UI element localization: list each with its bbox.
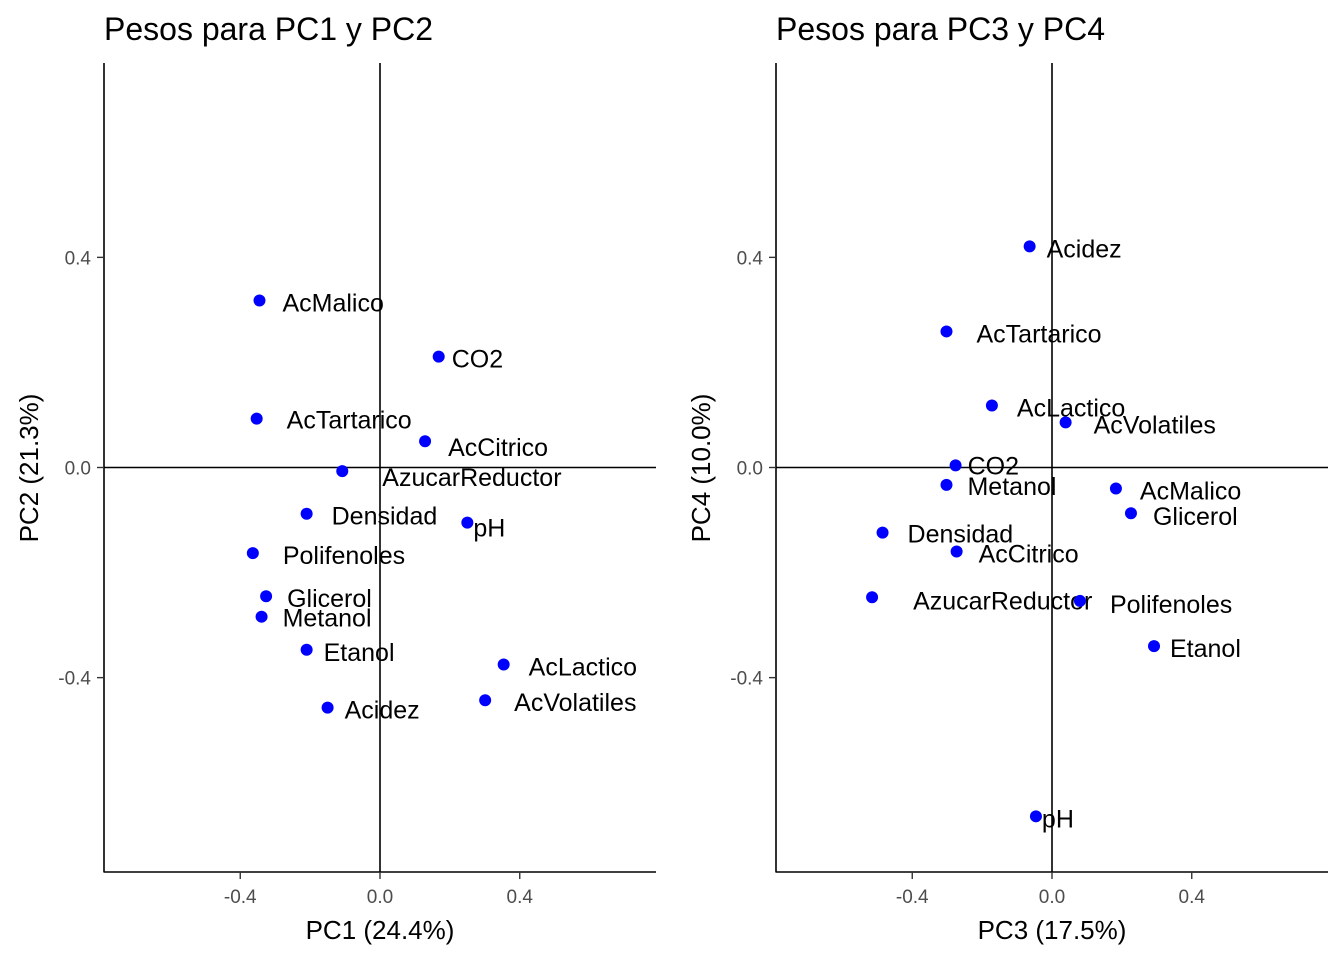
data-point	[419, 435, 432, 448]
data-point	[876, 526, 889, 539]
y-tick-label: 0.4	[65, 248, 92, 269]
data-point	[253, 294, 266, 307]
data-point	[1059, 416, 1072, 429]
point-label: AzucarReductor	[382, 464, 561, 492]
data-point	[300, 643, 313, 656]
y-tick-label: 0.0	[737, 459, 763, 480]
data-point	[950, 545, 963, 558]
data-point	[250, 412, 263, 425]
data-point	[336, 465, 349, 478]
point-label: AcCitrico	[448, 434, 548, 462]
data-point	[985, 399, 998, 412]
point-label: AcVolatiles	[1094, 411, 1216, 439]
data-point	[497, 658, 510, 671]
data-point	[260, 590, 273, 603]
chart-title: Pesos para PC3 y PC4	[776, 11, 1105, 47]
data-point	[255, 610, 268, 623]
point-label: Acidez	[1047, 235, 1122, 263]
y-tick-label: 0.4	[737, 248, 764, 269]
data-point	[432, 350, 445, 363]
point-label: CO2	[452, 346, 503, 374]
x-tick-label: 0.4	[507, 887, 534, 908]
x-tick-label: 0.0	[1039, 887, 1065, 908]
point-label: Densidad	[332, 503, 438, 531]
x-axis-label: PC1 (24.4%)	[306, 915, 455, 945]
point-label: AcMalico	[282, 289, 383, 317]
point-label: AcLactico	[1017, 395, 1125, 423]
point-label: AcTartarico	[287, 407, 412, 435]
x-tick-label: -0.4	[896, 887, 929, 908]
x-axis-label: PC3 (17.5%)	[978, 915, 1127, 945]
x-tick-label: 0.0	[367, 887, 393, 908]
panel-pc1-pc2: Pesos para PC1 y PC2 PC1 (24.4%) PC2 (21…	[14, 11, 656, 945]
point-label: Metanol	[283, 605, 372, 633]
x-tick-label: -0.4	[224, 887, 257, 908]
y-axis-label: PC4 (10.0%)	[686, 394, 716, 543]
point-label: pH	[473, 515, 505, 543]
point-label: AcCitrico	[979, 541, 1079, 569]
data-point	[940, 325, 953, 338]
chart-title: Pesos para PC1 y PC2	[104, 11, 433, 47]
point-label: Etanol	[324, 639, 395, 667]
point-label: Glicerol	[1153, 503, 1238, 531]
point-label: CO2	[968, 452, 1019, 480]
data-point	[321, 701, 334, 714]
point-label: Polifenoles	[283, 542, 405, 570]
point-label: AcTartarico	[976, 320, 1101, 348]
panel-pc3-pc4: Pesos para PC3 y PC4 PC3 (17.5%) PC4 (10…	[686, 11, 1328, 945]
data-point	[1148, 640, 1161, 653]
point-label: Densidad	[908, 521, 1014, 549]
point-label: AcVolatiles	[514, 689, 636, 717]
data-point	[1023, 240, 1036, 253]
data-point	[1073, 594, 1086, 607]
y-tick-label: -0.4	[58, 669, 91, 690]
point-label: AcLactico	[529, 653, 637, 681]
data-point	[1029, 810, 1042, 823]
data-point	[1124, 507, 1137, 520]
point-label: Metanol	[967, 473, 1056, 501]
point-label: Etanol	[1170, 635, 1241, 663]
data-point	[940, 478, 953, 491]
data-point	[479, 694, 492, 707]
data-point	[949, 459, 962, 472]
data-point	[300, 507, 313, 520]
point-label: Acidez	[345, 697, 420, 725]
data-point	[1109, 482, 1122, 495]
point-label: pH	[1042, 805, 1074, 833]
point-label: Polifenoles	[1110, 591, 1232, 619]
y-tick-label: -0.4	[730, 669, 763, 690]
point-label: Glicerol	[287, 585, 372, 613]
data-point	[246, 547, 259, 560]
y-tick-label: 0.0	[65, 459, 91, 480]
y-axis-label: PC2 (21.3%)	[14, 394, 44, 543]
x-tick-label: 0.4	[1179, 887, 1206, 908]
point-label: AcMalico	[1140, 478, 1241, 506]
point-label: AzucarReductor	[913, 587, 1092, 615]
data-point	[461, 516, 474, 529]
data-point	[866, 591, 879, 604]
